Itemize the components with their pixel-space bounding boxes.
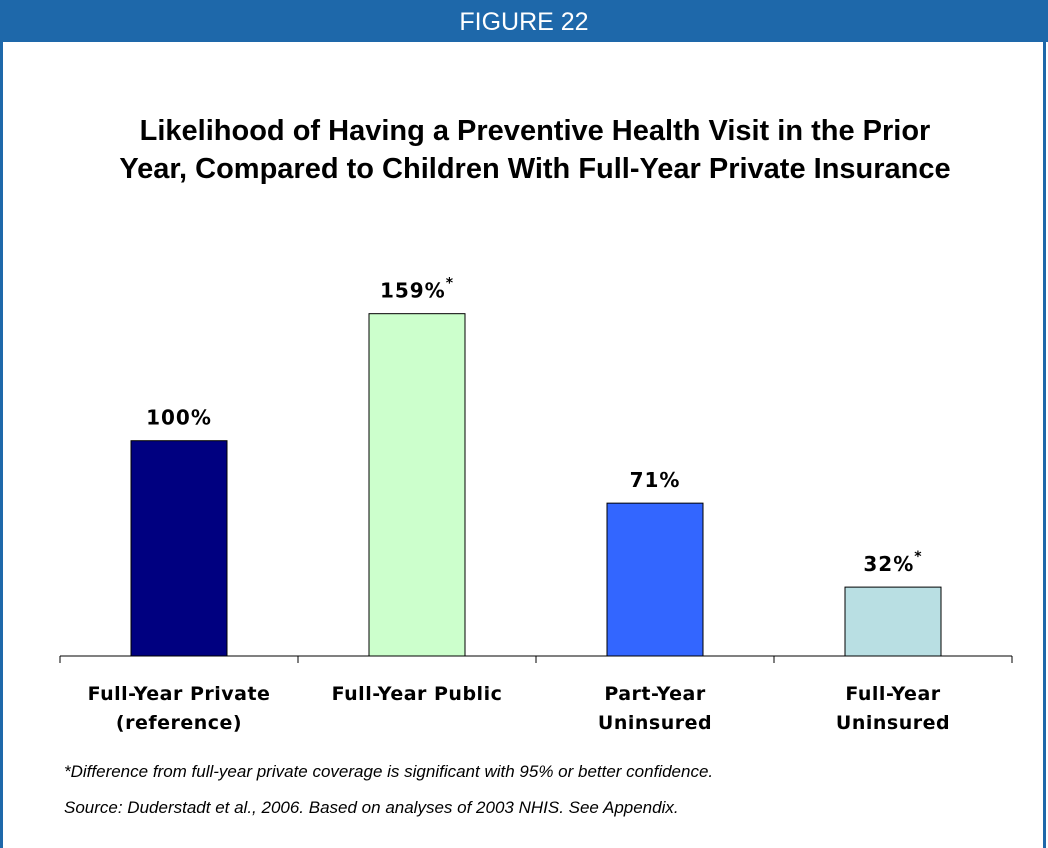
significance-footnote: *Difference from full-year private cover… <box>64 762 714 781</box>
bar-4 <box>844 586 942 657</box>
bar-3 <box>606 502 704 657</box>
category-label-4-line-1: Full-Year <box>845 683 940 705</box>
chart-title-line-1: Likelihood of Having a Preventive Health… <box>139 115 931 147</box>
category-label-1-line-1: Full-Year Private <box>88 683 271 705</box>
value-label-1: 100% <box>146 406 212 430</box>
value-label-4: 32%* <box>863 549 922 576</box>
chart-title-line-2: Year, Compared to Children With Full-Yea… <box>119 153 951 185</box>
source-footnote: Source: Duderstadt et al., 2006. Based o… <box>64 798 679 817</box>
bar-chart: 100% Full-Year Private (reference) 159%* Ful… <box>59 276 1013 734</box>
value-label-2: 159%* <box>380 276 454 303</box>
bar-2 <box>368 313 466 657</box>
category-label-4-line-2: Uninsured <box>836 712 950 734</box>
bar-1 <box>130 440 228 657</box>
figure-label: FIGURE 22 <box>459 8 589 36</box>
chart-title: Likelihood of Having a Preventive Health… <box>40 112 1030 188</box>
category-label-3-line-1: Part-Year <box>604 683 706 705</box>
figure-header: FIGURE 22 <box>0 0 1048 42</box>
category-label-2-line-1: Full-Year Public <box>332 683 503 705</box>
value-label-3: 71% <box>630 468 681 492</box>
category-label-3-line-2: Uninsured <box>598 712 712 734</box>
category-label-1-line-2: (reference) <box>116 712 242 734</box>
